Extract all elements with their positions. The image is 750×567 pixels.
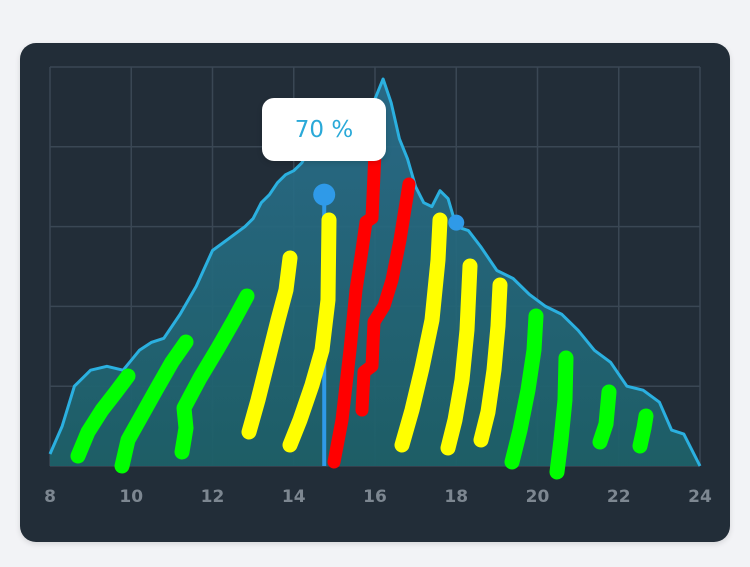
selection-handle-end[interactable] <box>448 214 465 231</box>
annotation-stroke-green <box>114 334 194 474</box>
annotation-stroke-green <box>504 308 544 470</box>
x-tick-label: 8 <box>44 487 56 507</box>
tooltip-label: 70 % <box>294 116 354 143</box>
x-tick-label: 24 <box>688 487 712 507</box>
annotation-stroke-green <box>174 288 255 460</box>
x-tick-label: 20 <box>526 487 550 507</box>
annotation-stroke-green <box>70 368 136 464</box>
x-tick-label: 12 <box>201 487 225 507</box>
annotation-stroke-yellow <box>440 258 478 456</box>
annotation-stroke-yellow <box>473 277 508 448</box>
annotation-stroke-green <box>592 384 617 450</box>
hand-drawn-annotations <box>70 145 654 480</box>
x-tick-label: 10 <box>119 487 143 507</box>
percentage-tooltip: 70 % <box>262 98 386 161</box>
selection-handle-start[interactable] <box>313 183 336 206</box>
annotation-stroke-red <box>327 145 382 469</box>
annotation-stroke-yellow <box>394 212 448 453</box>
x-tick-label: 18 <box>444 487 468 507</box>
annotation-stroke-yellow <box>282 212 337 453</box>
x-tick-label: 16 <box>363 487 387 507</box>
annotation-stroke-yellow <box>241 250 298 440</box>
annotation-stroke-green <box>549 350 574 480</box>
annotation-stroke-red <box>355 177 416 417</box>
x-tick-label: 14 <box>282 487 306 507</box>
annotation-stroke-green <box>632 408 654 454</box>
x-tick-label: 22 <box>607 487 631 507</box>
